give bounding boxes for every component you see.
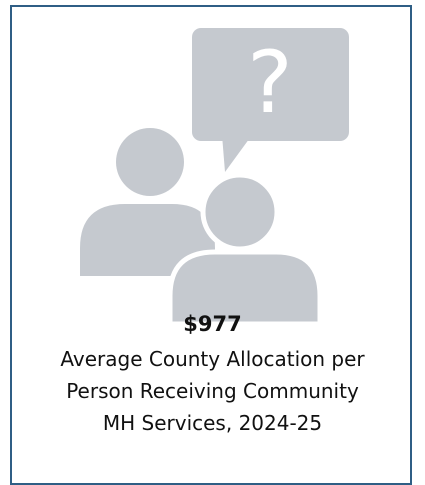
svg-text:?: ?	[247, 33, 293, 133]
icon: ?	[80, 28, 349, 324]
value: $977	[183, 312, 242, 336]
description-line: Average County Allocation per	[60, 347, 365, 371]
description-line: Person Receiving Community	[66, 379, 359, 403]
description: Average County Allocation per Person Rec…	[0, 343, 425, 439]
description-line: MH Services, 2024-25	[102, 411, 323, 435]
